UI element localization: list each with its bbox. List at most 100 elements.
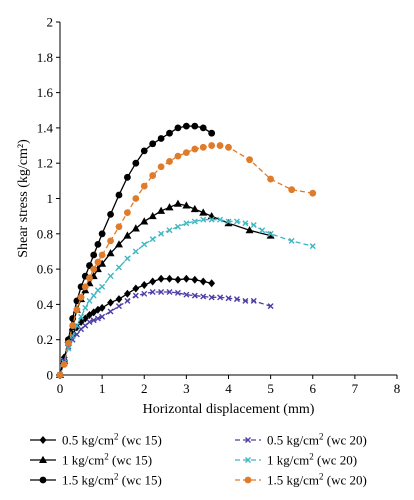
data-point xyxy=(233,218,240,225)
data-point xyxy=(259,227,266,234)
data-point xyxy=(140,217,149,225)
data-point xyxy=(124,209,131,217)
data-point xyxy=(65,339,72,347)
data-point xyxy=(174,124,182,132)
y-tick-label: 0 xyxy=(47,368,54,383)
data-point xyxy=(200,216,207,223)
series-4 xyxy=(57,289,274,378)
data-point xyxy=(174,223,181,230)
data-point xyxy=(107,273,114,280)
series-line xyxy=(59,291,271,376)
legend-item-6: 1.5 kg/cm2 (wc 20) xyxy=(235,472,367,488)
data-point xyxy=(149,236,156,243)
data-point xyxy=(82,304,89,311)
y-axis-label: Shear stress (kg/cm²) xyxy=(16,139,31,258)
x-tick-label: 6 xyxy=(310,381,317,396)
legend-label: 0.5 kg/cm2 (wc 20) xyxy=(267,432,367,448)
legend-item-5: 1 kg/cm2 (wc 20) xyxy=(235,452,357,468)
data-point xyxy=(132,248,139,255)
data-point xyxy=(250,297,257,304)
series-2 xyxy=(56,199,275,378)
data-point xyxy=(98,230,106,238)
data-point xyxy=(124,173,131,181)
y-tick-label: 0.2 xyxy=(37,332,53,347)
series-6 xyxy=(56,142,317,379)
data-point xyxy=(141,290,148,297)
data-point xyxy=(107,298,114,307)
data-point xyxy=(183,220,190,227)
data-point xyxy=(107,210,114,218)
data-point xyxy=(60,361,68,368)
data-point xyxy=(124,289,131,298)
data-point xyxy=(90,251,98,259)
data-point xyxy=(267,175,275,183)
data-point xyxy=(190,204,199,213)
plot-area xyxy=(56,122,317,379)
data-point xyxy=(166,274,173,283)
legend: 0.5 kg/cm2 (wc 15) 1 kg/cm2 (wc 15) 1.5 kg… xyxy=(30,432,367,488)
y-tick-label: 0.6 xyxy=(37,262,54,277)
legend-item-1: 0.5 kg/cm2 (wc 15) xyxy=(30,432,162,448)
data-point xyxy=(94,315,101,322)
data-point xyxy=(94,305,102,314)
data-point xyxy=(288,186,296,194)
data-point xyxy=(94,258,102,266)
y-tick-label: 0.8 xyxy=(37,226,53,241)
legend-item-3: 1.5 kg/cm2 (wc 15) xyxy=(30,472,162,488)
x-tick-label: 5 xyxy=(267,381,274,396)
data-point xyxy=(166,158,173,165)
x-tick-label: 8 xyxy=(394,381,401,396)
data-point xyxy=(141,241,148,248)
data-point xyxy=(115,191,123,199)
y-tick-label: 1.4 xyxy=(37,120,54,135)
data-point xyxy=(107,308,114,315)
data-point xyxy=(132,284,140,293)
data-point xyxy=(149,277,157,286)
y-tick-label: 0.4 xyxy=(37,297,54,312)
data-point xyxy=(174,152,182,160)
data-point xyxy=(56,371,64,379)
data-point xyxy=(174,289,181,296)
data-point xyxy=(115,295,123,304)
data-point xyxy=(115,303,122,310)
data-point xyxy=(166,227,173,234)
data-point xyxy=(149,172,157,179)
data-point xyxy=(107,237,114,245)
data-point xyxy=(90,292,97,299)
data-point xyxy=(183,291,190,298)
legend-label: 1 kg/cm2 (wc 15) xyxy=(62,452,152,468)
data-point xyxy=(98,303,106,312)
legend-marker xyxy=(39,436,47,444)
data-point xyxy=(123,231,132,239)
data-point xyxy=(250,221,257,228)
data-point xyxy=(99,313,106,320)
y-tick-label: 1.6 xyxy=(37,85,54,100)
data-point xyxy=(158,230,165,237)
data-point xyxy=(157,163,165,171)
data-point xyxy=(191,218,198,225)
data-point xyxy=(81,314,89,323)
data-point xyxy=(149,289,156,296)
data-point xyxy=(208,279,216,288)
data-point xyxy=(174,275,182,284)
data-point xyxy=(86,319,93,326)
data-point xyxy=(157,135,165,142)
legend-marker xyxy=(244,476,252,484)
data-point xyxy=(86,274,93,282)
series-line xyxy=(59,203,271,376)
y-tick-label: 1.8 xyxy=(37,50,53,65)
data-point xyxy=(131,224,140,232)
data-point xyxy=(165,203,174,211)
data-point xyxy=(199,208,208,216)
data-point xyxy=(225,295,232,302)
data-point xyxy=(81,283,89,291)
data-point xyxy=(90,308,98,317)
data-point xyxy=(182,149,190,157)
data-point xyxy=(124,255,131,262)
data-point xyxy=(191,275,199,284)
x-tick-label: 3 xyxy=(183,381,190,396)
data-point xyxy=(199,124,207,132)
data-point xyxy=(309,243,316,250)
y-tick-label: 1.2 xyxy=(37,156,53,171)
x-tick-label: 0 xyxy=(57,381,64,396)
